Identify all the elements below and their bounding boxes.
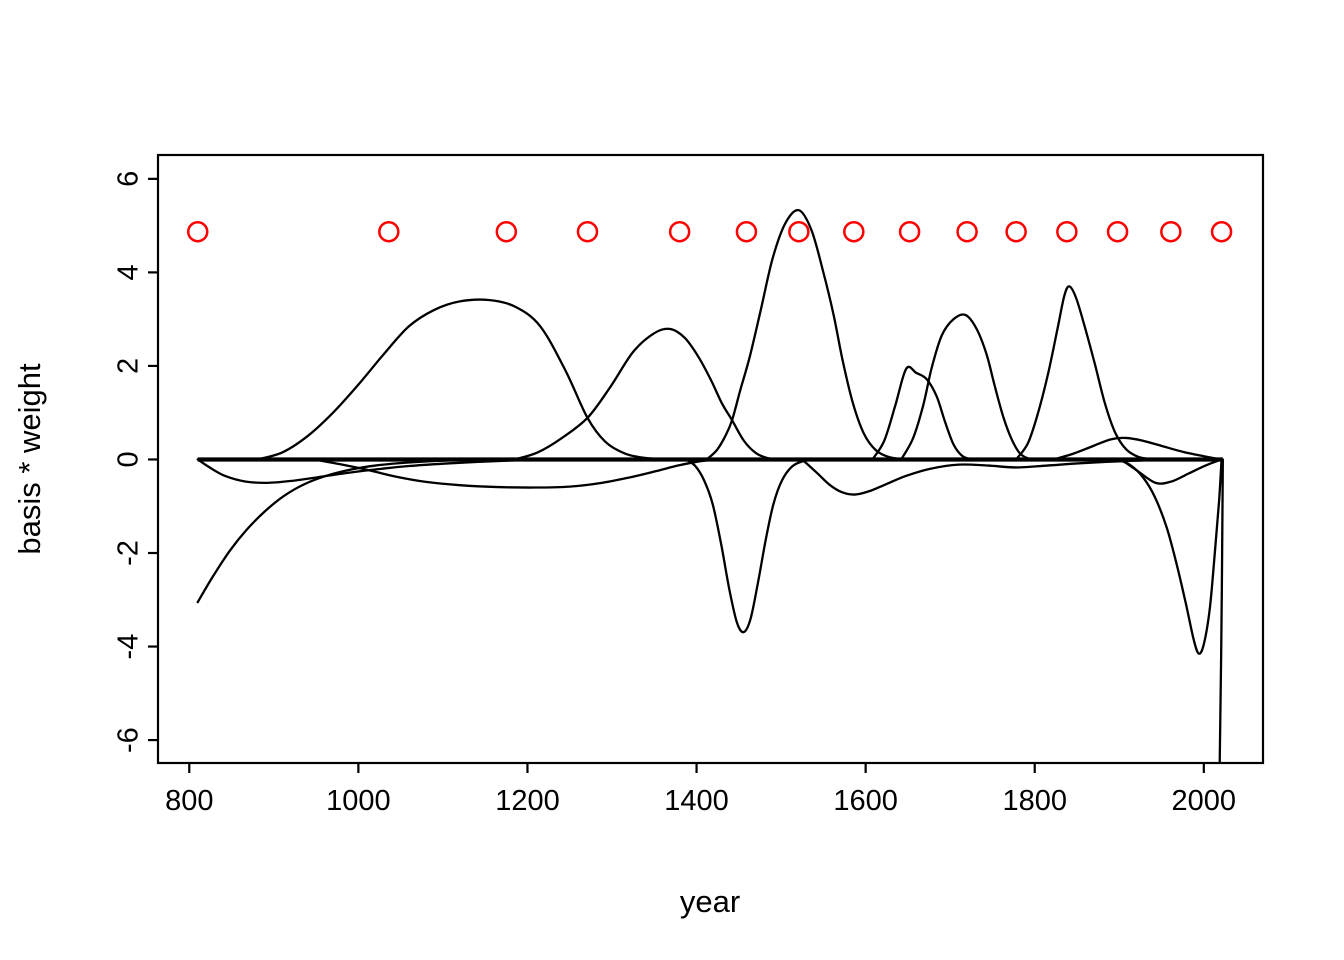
basis-curve-basis-8-shallow-neg: [801, 458, 1193, 496]
basis-curve-basis-11-pos: [1014, 285, 1153, 461]
x-axis-title: year: [680, 884, 740, 919]
basis-curves-layer: [196, 208, 1224, 765]
knot-markers-layer: [186, 220, 1233, 243]
basis-curve-basis-12-pos-small: [1052, 436, 1223, 461]
y-tick-label: 2: [113, 358, 145, 374]
basis-curve-basis-6-deep-neg: [685, 458, 818, 634]
knot-marker: [1005, 220, 1027, 243]
y-tick-label: 0: [113, 451, 145, 467]
y-tick-label: -2: [113, 540, 145, 566]
basis-curve-basis-15-boundary-plunge: [1218, 458, 1224, 765]
basis-curve-basis-4-shallow-neg: [313, 458, 717, 489]
x-tick-label: 1000: [326, 785, 391, 817]
knot-marker: [843, 220, 865, 243]
basis-curve-basis-5-pos: [513, 327, 781, 461]
basis-curve-basis-3-pos-wide: [255, 298, 673, 461]
y-tick-label: 6: [113, 171, 145, 187]
y-tick-label: 4: [113, 264, 145, 280]
knot-marker: [956, 220, 978, 243]
knot-marker: [1106, 220, 1129, 243]
knot-marker: [788, 220, 810, 243]
knot-marker: [186, 220, 209, 243]
x-tick-label: 1600: [833, 785, 898, 817]
basis-curve-basis-2-shallow-neg: [196, 458, 550, 485]
x-tick-label: 800: [165, 785, 213, 817]
knot-marker: [1210, 220, 1233, 243]
x-tick-label: 2000: [1172, 785, 1237, 817]
y-axis-title: basis * weight: [12, 363, 47, 555]
knot-marker: [735, 220, 758, 243]
basis-curve-basis-1-boundary-neg: [196, 458, 512, 604]
basis-curve-basis-14-deep-neg: [1116, 458, 1223, 655]
basis-curve-basis-10-pos: [899, 313, 1032, 461]
knot-marker: [668, 220, 691, 243]
knot-marker: [495, 220, 518, 243]
axes-layer: 800 1000 1200 1400 1600 1800 2000 -6 -4 -2 0 2 4 6: [113, 153, 1265, 817]
basis-curve-basis-7-pos-tall: [705, 208, 905, 461]
basis-curve-basis-13-shallow-neg: [1119, 458, 1223, 485]
knot-marker: [576, 220, 599, 243]
y-tick-label: -4: [113, 634, 145, 660]
knot-marker: [898, 220, 921, 243]
y-tick-label: -6: [113, 727, 145, 753]
basis-curve-basis-9-pos-narrow: [871, 365, 973, 461]
knot-marker: [1160, 220, 1182, 243]
knot-marker: [1056, 220, 1078, 243]
x-tick-label: 1800: [1002, 785, 1067, 817]
knot-marker: [378, 220, 400, 243]
x-tick-label: 1200: [495, 785, 560, 817]
x-tick-label: 1400: [664, 785, 729, 817]
